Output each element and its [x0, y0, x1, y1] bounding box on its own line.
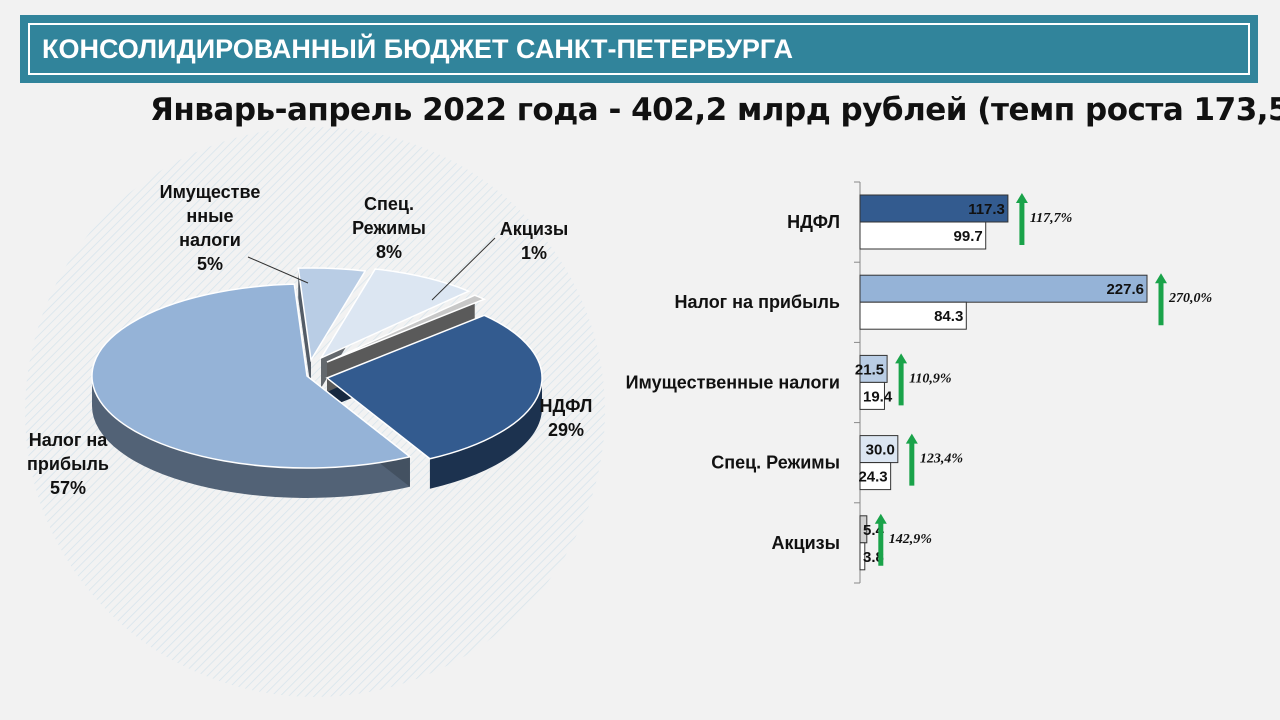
pie-slice-label: НДФЛ 29% [540, 396, 593, 440]
bar [859, 354, 888, 383]
bar-category-label: НДФЛ [787, 212, 840, 232]
growth-arrow-head [895, 353, 908, 364]
header-banner-frame: КОНСОЛИДИРОВАННЫЙ БЮДЖЕТ САНКТ-ПЕТЕРБУРГ… [28, 23, 1250, 75]
bar-value-label: 30.0 [866, 442, 895, 459]
bar [859, 221, 987, 250]
page-subtitle: Январь-апрель 2022 года - 402,2 млрд руб… [150, 92, 1280, 128]
pie-slice-label: Спец. Режимы 8% [352, 194, 426, 262]
bar-value-label: 19.4 [863, 388, 893, 405]
pie-slice [297, 267, 367, 363]
pie-slice-label: Налог на прибыль 57% [27, 430, 109, 498]
bar-value-label: 99.7 [954, 228, 983, 245]
bar-category-label: Спец. Режимы [711, 453, 840, 473]
pie-chart: НДФЛ 29% Налог на прибыль 57% Имуществе нные на… [25, 127, 605, 697]
bar-value-label: 117.3 [968, 201, 1005, 218]
growth-rate-label: 110,9% [909, 371, 951, 386]
pie-slice [325, 314, 543, 460]
pie-leader-line [431, 237, 496, 301]
bar-value-label: 84.3 [934, 308, 963, 325]
pie-leader-line [247, 256, 309, 284]
pie-slice [319, 268, 471, 360]
pie-slice [326, 294, 487, 363]
bar-value-label: 227.6 [1106, 281, 1144, 298]
bar [859, 381, 885, 410]
bar-chart: НДФЛ 117.3 99.7 117,7% Налог на прибыль 227.6… [626, 181, 1212, 584]
bar-value-label: 21.5 [855, 361, 884, 378]
pie-slice [91, 283, 412, 469]
growth-arrow-head [905, 433, 918, 444]
bar [859, 462, 892, 491]
bar [859, 542, 866, 571]
growth-rate-label: 117,7% [1030, 211, 1072, 226]
growth-arrow-head [1155, 273, 1167, 284]
page-title: КОНСОЛИДИРОВАННЫЙ БЮДЖЕТ САНКТ-ПЕТЕРБУРГ… [42, 33, 794, 64]
bar [859, 274, 1148, 303]
bar-category-label: Акцизы [772, 533, 840, 553]
bar-value-label: 24.3 [858, 469, 887, 486]
bar-category-label: Имущественные налоги [626, 372, 840, 392]
growth-arrow-head [1015, 193, 1028, 203]
header-banner: КОНСОЛИДИРОВАННЫЙ БЮДЖЕТ САНКТ-ПЕТЕРБУРГ… [20, 15, 1258, 83]
growth-rate-label: 123,4% [920, 452, 963, 467]
pie-slice-side [429, 378, 542, 489]
growth-rate-label: 142,9% [889, 532, 932, 547]
bar [859, 301, 967, 330]
bar-category-label: Налог на прибыль [674, 292, 840, 312]
pie-slice-label: Имуществе нные налоги 5% [160, 182, 261, 274]
bar [859, 194, 1009, 223]
growth-rate-label: 270,0% [1168, 291, 1212, 306]
pie-slice-cut [298, 268, 311, 390]
growth-arrow-head [874, 513, 887, 524]
pie-slice-label: Акцизы 1% [500, 219, 568, 263]
